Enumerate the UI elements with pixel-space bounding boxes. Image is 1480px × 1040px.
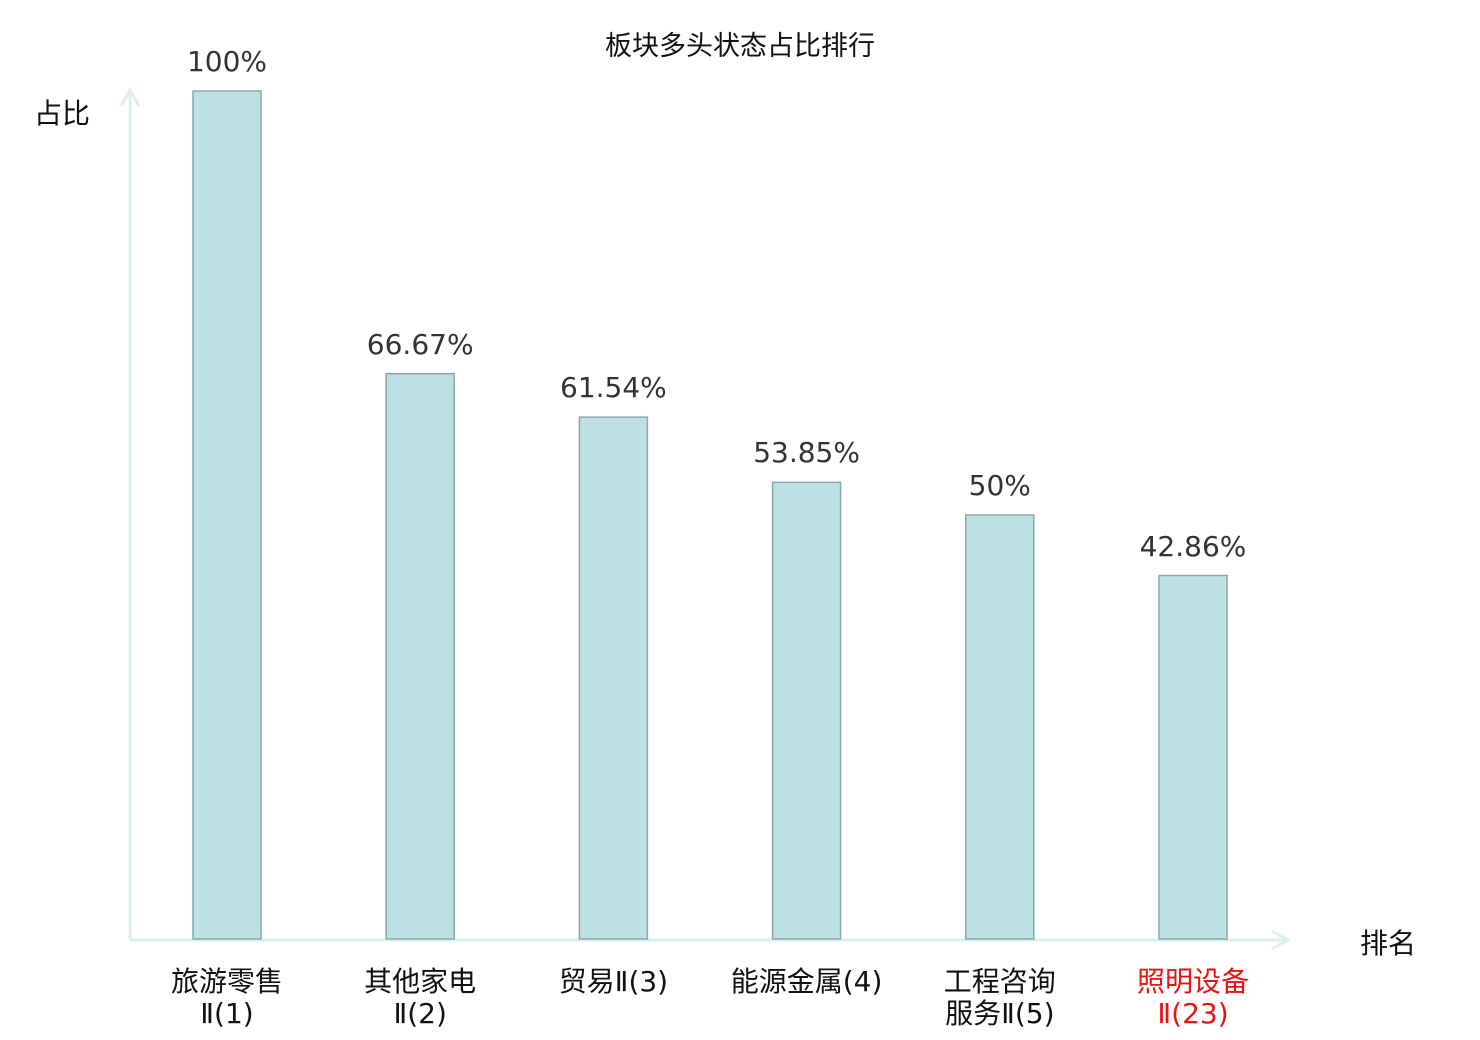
data-label: 42.86% xyxy=(1139,529,1247,563)
chart-title: 板块多头状态占比排行 xyxy=(605,31,875,62)
bar xyxy=(192,90,262,940)
x-tick-label: 其他家电 Ⅱ(2) xyxy=(364,965,477,1030)
x-tick-label: 工程咨询 服务Ⅱ(5) xyxy=(943,965,1056,1030)
x-axis-arrow-icon xyxy=(1271,929,1292,951)
bar xyxy=(385,372,455,940)
data-label: 61.54% xyxy=(560,371,667,405)
bar xyxy=(1158,574,1228,940)
data-label: 53.85% xyxy=(753,436,860,470)
data-label: 66.67% xyxy=(366,327,474,361)
y-axis-label: 占比 xyxy=(34,97,91,130)
data-label: 50% xyxy=(968,469,1031,502)
data-label: 100% xyxy=(186,45,268,78)
y-axis-arrow-icon xyxy=(119,86,141,107)
bar xyxy=(578,416,649,940)
bar xyxy=(771,481,842,940)
x-tick-label: 能源金属(4) xyxy=(730,965,883,998)
x-tick-label: 贸易Ⅱ(3) xyxy=(558,965,669,998)
x-tick-label: 旅游零售 Ⅱ(1) xyxy=(170,965,283,1030)
bar xyxy=(965,514,1035,940)
x-axis-label: 排名 xyxy=(1360,927,1417,960)
x-tick-label: 照明设备 Ⅱ(23) xyxy=(1136,965,1249,1030)
